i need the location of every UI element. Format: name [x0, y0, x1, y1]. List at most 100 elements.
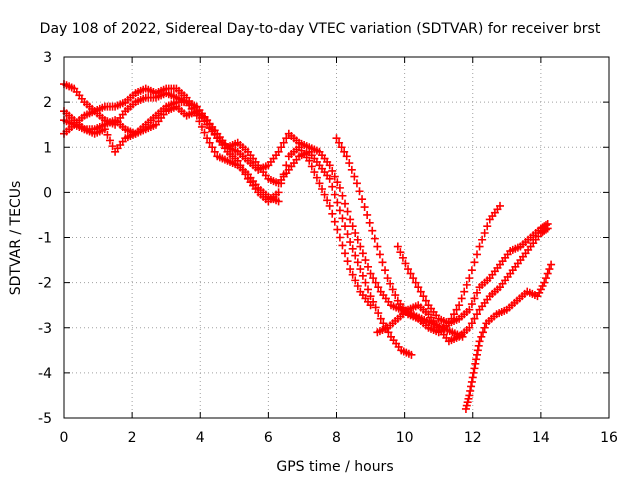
series-5	[373, 224, 552, 346]
data-point	[346, 265, 355, 274]
data-point-marker	[358, 195, 367, 204]
data-point	[363, 210, 372, 219]
data-point	[366, 269, 375, 278]
x-tick-label: 12	[464, 430, 482, 446]
data-point-marker	[419, 292, 428, 301]
data-point-marker	[480, 323, 489, 332]
data-point-marker	[358, 271, 367, 280]
data-point	[475, 242, 484, 251]
y-tick-label: -3	[38, 321, 52, 337]
data-point-marker	[318, 184, 327, 193]
data-point-marker	[210, 129, 219, 138]
data-point-marker	[406, 269, 415, 278]
data-point-marker	[470, 314, 479, 323]
data-point-marker	[365, 218, 374, 227]
data-point-marker	[343, 257, 352, 266]
data-point-marker	[460, 287, 469, 296]
data-point-marker	[364, 285, 373, 294]
data-point	[315, 179, 324, 188]
data-point-marker	[195, 117, 204, 126]
data-point-marker	[330, 172, 339, 181]
data-point-marker	[343, 230, 352, 239]
data-point	[335, 183, 344, 192]
data-point	[547, 260, 556, 269]
data-point-marker	[337, 143, 346, 152]
data-point-marker	[473, 310, 482, 319]
data-point	[465, 391, 474, 400]
data-markers	[60, 80, 556, 413]
data-point-marker	[108, 142, 117, 151]
data-point-marker	[467, 382, 476, 391]
series-6	[393, 219, 552, 328]
data-point-marker	[467, 300, 476, 309]
data-point	[352, 179, 361, 188]
data-point-marker	[396, 248, 405, 257]
data-point	[414, 283, 423, 292]
data-point-marker	[333, 225, 342, 234]
data-point	[356, 242, 365, 251]
data-point-marker	[483, 222, 492, 231]
data-point-marker	[469, 368, 478, 377]
data-point-marker	[416, 287, 425, 296]
x-tick-label: 0	[60, 430, 69, 446]
data-point	[356, 265, 365, 274]
y-tick-label: 2	[43, 95, 52, 111]
x-tick-label: 16	[600, 430, 618, 446]
data-point-marker	[282, 134, 291, 143]
data-point-marker	[105, 136, 114, 145]
data-point-marker	[353, 235, 362, 244]
y-tick-label: 1	[43, 140, 52, 156]
data-point	[540, 278, 549, 287]
data-point-marker	[347, 165, 356, 174]
data-point-marker	[409, 274, 418, 283]
data-point	[468, 373, 477, 382]
data-point-marker	[353, 258, 362, 267]
data-point-marker	[197, 122, 206, 131]
data-point-marker	[470, 294, 479, 303]
data-point-marker	[371, 278, 380, 287]
data-point-marker	[364, 262, 373, 271]
data-point-marker	[330, 190, 339, 199]
data-point-marker	[210, 147, 219, 156]
data-point-marker	[350, 172, 359, 181]
x-tick-label: 4	[196, 430, 205, 446]
data-point-marker	[338, 191, 347, 200]
data-point-marker	[348, 222, 357, 231]
data-point-marker	[328, 209, 337, 218]
data-point-marker	[466, 386, 475, 395]
y-tick-label: 0	[43, 185, 52, 201]
data-point-marker	[467, 266, 476, 275]
data-point-marker	[320, 190, 329, 199]
data-point-marker	[374, 283, 383, 292]
x-tick-label: 8	[332, 430, 341, 446]
data-point-marker	[361, 278, 370, 287]
data-point-marker	[470, 364, 479, 373]
data-point-marker	[277, 179, 286, 188]
data-point-marker	[374, 309, 383, 318]
x-axis-label: GPS time / hours	[276, 459, 393, 475]
data-point-marker	[467, 319, 476, 328]
data-point-marker	[345, 159, 354, 168]
data-point-marker	[391, 291, 400, 300]
data-point-marker	[545, 265, 554, 274]
data-point	[475, 337, 484, 346]
data-point	[274, 197, 283, 206]
data-point-marker	[351, 276, 360, 285]
data-point-marker	[386, 279, 395, 288]
x-tick-label: 2	[128, 430, 137, 446]
chart-title: Day 108 of 2022, Sidereal Day-to-day VTE…	[40, 21, 601, 37]
data-point	[383, 274, 392, 283]
data-point-marker	[478, 235, 487, 244]
data-point	[496, 201, 504, 210]
data-point-marker	[310, 168, 319, 177]
series-1	[60, 89, 416, 359]
data-point	[404, 265, 413, 274]
x-tick-label: 14	[532, 430, 550, 446]
data-point-marker	[452, 305, 461, 314]
data-point-marker	[353, 282, 362, 291]
data-point	[335, 206, 344, 215]
data-point-marker	[457, 294, 466, 303]
data-point	[325, 201, 334, 210]
data-point-marker	[411, 278, 420, 287]
